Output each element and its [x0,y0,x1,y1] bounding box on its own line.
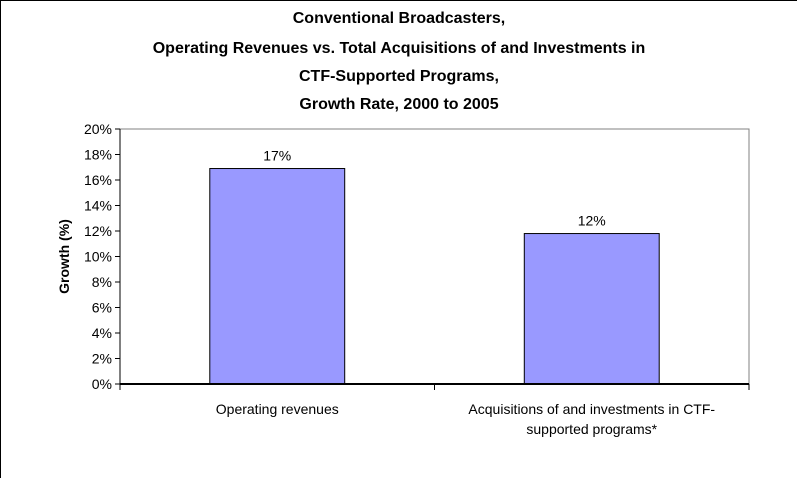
y-tick-label: 14% [84,198,112,214]
x-axis: Operating revenues Acquisitions of and in… [119,383,750,437]
y-tick-label: 6% [92,300,112,316]
y-axis-label: Growth (%) [56,219,72,294]
y-tick-label: 8% [92,274,112,290]
y-tick-label: 2% [92,351,112,367]
x-category-label: Operating revenues [216,401,339,417]
y-tick-label: 12% [84,223,112,239]
chart-title-line: Conventional Broadcasters, [293,10,506,27]
chart-title: Conventional Broadcasters, Operating Reve… [153,10,646,113]
x-category-label: Acquisitions of and investments in CTF- [468,401,715,417]
bar [209,168,346,385]
y-tick-label: 16% [84,172,112,188]
y-tick-label: 18% [84,147,112,163]
x-category-label: supported programs* [526,421,657,437]
y-tick-label: 10% [84,249,112,265]
bar-data-label: 12% [578,213,606,229]
bar-data-label: 17% [263,148,291,164]
chart-title-line: Growth Rate, 2000 to 2005 [299,96,498,113]
data-labels: 17% 12% [263,148,606,229]
y-tick-label: 4% [92,325,112,341]
y-tick-label: 0% [92,376,112,392]
chart-title-line: CTF-Supported Programs, [299,68,499,85]
bars [209,168,660,385]
y-tick-label: 20% [84,121,112,137]
y-axis: 0% 2% 4% 6% 8% 10% 12% 14% 16% 18% 20% [84,121,121,392]
chart-title-line: Operating Revenues vs. Total Acquisition… [153,40,646,57]
bar [523,233,660,385]
